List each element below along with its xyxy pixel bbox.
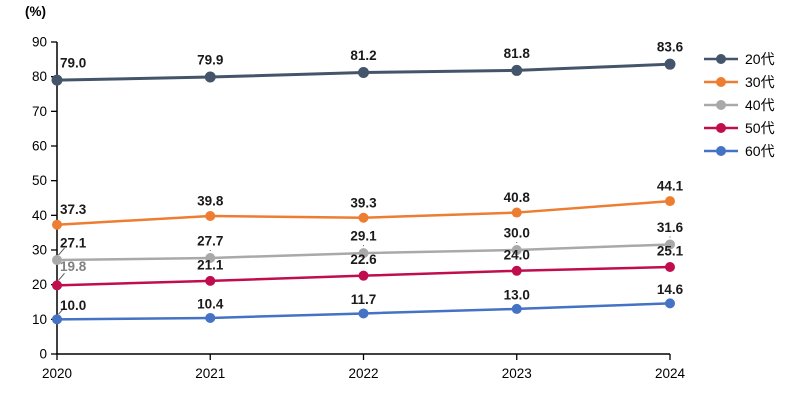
svg-text:40: 40 xyxy=(32,208,47,223)
svg-text:50: 50 xyxy=(32,173,47,188)
svg-text:19.8: 19.8 xyxy=(60,259,87,274)
legend-line-marker-icon xyxy=(704,145,738,156)
svg-text:79.0: 79.0 xyxy=(60,56,86,71)
svg-text:2023: 2023 xyxy=(502,366,532,381)
legend-line-marker-icon xyxy=(704,99,738,110)
legend-item-20s: 20代 xyxy=(703,47,775,70)
legend-item-30s: 30代 xyxy=(703,70,775,93)
svg-text:27.1: 27.1 xyxy=(60,236,87,251)
legend-item-60s: 60代 xyxy=(703,139,775,162)
legend-line-marker-icon xyxy=(704,76,738,87)
svg-text:44.1: 44.1 xyxy=(657,179,684,194)
svg-text:29.1: 29.1 xyxy=(350,229,377,244)
svg-text:10.4: 10.4 xyxy=(197,296,224,311)
legend-label: 40代 xyxy=(745,96,775,113)
svg-text:0: 0 xyxy=(39,347,47,362)
svg-text:83.6: 83.6 xyxy=(657,40,684,55)
legend-label: 30代 xyxy=(745,73,775,90)
svg-text:14.6: 14.6 xyxy=(657,282,684,297)
y-axis-unit-label: (%) xyxy=(25,4,46,19)
svg-text:22.6: 22.6 xyxy=(350,252,377,267)
svg-text:2020: 2020 xyxy=(42,366,72,381)
svg-text:2021: 2021 xyxy=(195,366,225,381)
svg-text:10.0: 10.0 xyxy=(60,298,86,313)
legend-label: 60代 xyxy=(745,142,775,159)
legend-item-40s: 40代 xyxy=(703,93,775,116)
svg-text:2024: 2024 xyxy=(655,366,686,381)
legend-line-marker-icon xyxy=(704,53,738,64)
svg-text:24.0: 24.0 xyxy=(504,247,530,262)
legend-label: 20代 xyxy=(745,50,775,67)
svg-text:20: 20 xyxy=(32,277,47,292)
svg-text:10: 10 xyxy=(32,312,47,327)
svg-text:2022: 2022 xyxy=(348,366,378,381)
svg-text:81.2: 81.2 xyxy=(350,48,376,63)
svg-text:31.6: 31.6 xyxy=(657,220,684,235)
svg-text:90: 90 xyxy=(32,35,47,50)
chart-legend: 20代 30代 40代 50代 xyxy=(703,47,775,162)
legend-line-marker-icon xyxy=(704,122,738,133)
svg-text:80: 80 xyxy=(32,69,47,84)
svg-text:81.8: 81.8 xyxy=(504,46,531,61)
svg-text:70: 70 xyxy=(32,104,47,119)
svg-text:37.3: 37.3 xyxy=(60,202,87,217)
svg-text:25.1: 25.1 xyxy=(657,243,684,258)
svg-text:13.0: 13.0 xyxy=(504,287,530,302)
svg-text:40.8: 40.8 xyxy=(504,190,531,205)
legend-label: 50代 xyxy=(745,119,775,136)
svg-text:30: 30 xyxy=(32,243,47,258)
svg-text:21.1: 21.1 xyxy=(197,257,224,272)
legend-item-50s: 50代 xyxy=(703,116,775,139)
svg-text:30.0: 30.0 xyxy=(504,226,530,241)
svg-text:39.3: 39.3 xyxy=(350,195,377,210)
svg-text:11.7: 11.7 xyxy=(351,292,377,307)
svg-text:79.9: 79.9 xyxy=(197,53,223,68)
svg-text:39.8: 39.8 xyxy=(197,194,224,209)
svg-text:27.7: 27.7 xyxy=(197,233,223,248)
svg-text:60: 60 xyxy=(32,139,47,154)
